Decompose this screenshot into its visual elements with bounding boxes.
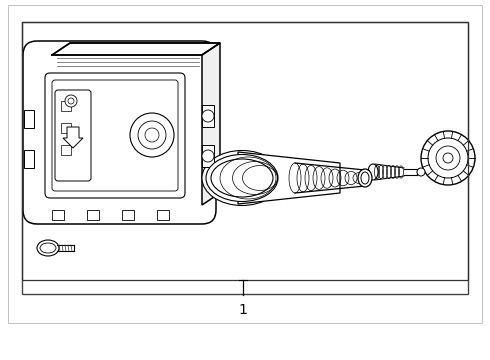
- Ellipse shape: [206, 154, 278, 202]
- Ellipse shape: [361, 172, 369, 184]
- Circle shape: [65, 95, 77, 107]
- Bar: [122, 210, 134, 220]
- Circle shape: [428, 138, 468, 178]
- Circle shape: [138, 121, 166, 149]
- Ellipse shape: [37, 240, 59, 256]
- Bar: [24, 110, 34, 128]
- Polygon shape: [238, 152, 340, 204]
- Ellipse shape: [358, 169, 372, 187]
- Ellipse shape: [216, 173, 228, 183]
- FancyBboxPatch shape: [52, 80, 178, 191]
- Bar: [61, 145, 71, 155]
- Bar: [22, 22, 468, 280]
- Circle shape: [436, 146, 460, 170]
- Ellipse shape: [202, 150, 282, 206]
- Circle shape: [421, 131, 475, 185]
- Ellipse shape: [368, 164, 378, 180]
- Circle shape: [145, 128, 159, 142]
- Ellipse shape: [211, 159, 273, 197]
- Ellipse shape: [40, 243, 56, 253]
- FancyBboxPatch shape: [23, 41, 216, 224]
- Text: 1: 1: [239, 303, 247, 317]
- Circle shape: [68, 98, 74, 104]
- Polygon shape: [52, 43, 220, 55]
- Circle shape: [443, 153, 453, 163]
- Circle shape: [130, 113, 174, 157]
- Bar: [61, 123, 71, 133]
- Circle shape: [202, 150, 214, 162]
- Bar: [24, 150, 34, 168]
- Bar: [87, 210, 99, 220]
- Bar: [61, 101, 71, 111]
- Polygon shape: [202, 43, 220, 205]
- Bar: [202, 145, 214, 167]
- Bar: [8, 5, 482, 323]
- Bar: [202, 105, 214, 127]
- Circle shape: [417, 168, 425, 176]
- Polygon shape: [63, 127, 83, 148]
- Bar: [52, 210, 64, 220]
- Bar: [157, 210, 169, 220]
- FancyBboxPatch shape: [55, 90, 91, 181]
- FancyBboxPatch shape: [45, 73, 185, 198]
- Bar: [22, 22, 468, 294]
- Circle shape: [202, 110, 214, 122]
